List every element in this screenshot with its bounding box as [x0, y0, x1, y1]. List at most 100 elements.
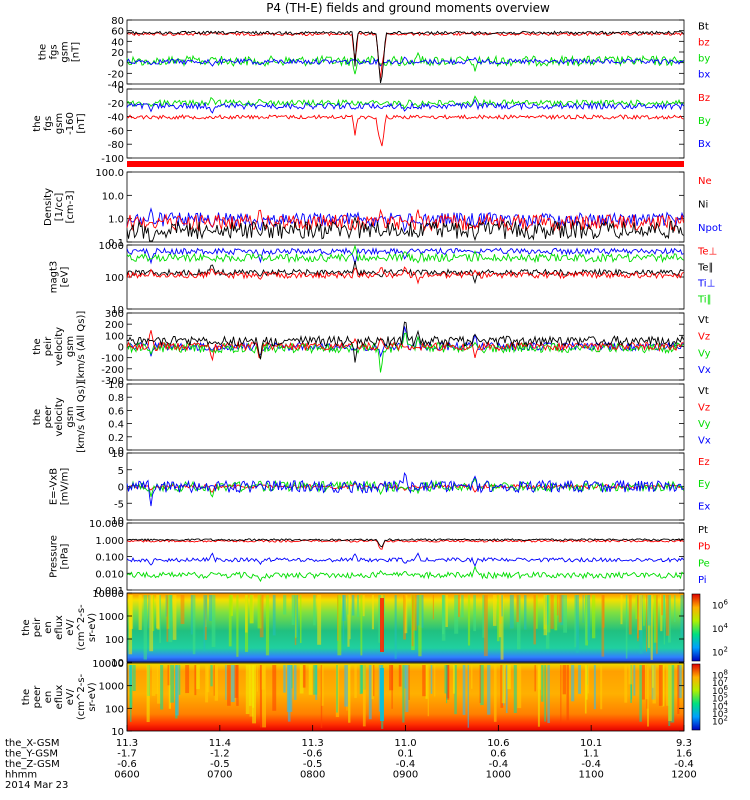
x-tick-label: -0.5: [210, 759, 230, 770]
y-axis-label: sr-eV): [87, 682, 98, 711]
spectrogram-streak: [360, 665, 363, 693]
spectrogram-streak: [462, 665, 466, 715]
y-tick-label: 200: [105, 320, 124, 331]
spectrogram-streak: [360, 595, 363, 656]
spectrogram-streak: [259, 595, 264, 638]
spectrogram-streak: [349, 595, 351, 640]
y-axis-label: [eV]: [60, 267, 71, 288]
spectrogram-streak: [593, 665, 596, 710]
spectrogram-streak: [646, 595, 648, 652]
spectrogram-streak: [482, 595, 486, 638]
spectrogram-streak: [236, 595, 239, 657]
spectrogram-streak: [444, 665, 448, 694]
y-tick-label: 0: [118, 85, 124, 96]
y-tick-label: 10: [111, 658, 124, 669]
spectrogram-streak: [425, 665, 428, 699]
x-tick-label: 11.3: [302, 738, 324, 749]
spectrogram-streak: [563, 595, 567, 633]
y-tick-label: -300: [101, 376, 124, 387]
spectrogram-streak: [498, 595, 502, 638]
series-line: [126, 30, 684, 84]
spectrogram-streak: [493, 665, 497, 722]
legend-by: By: [698, 116, 711, 127]
y-axis-label: eV/: [65, 688, 76, 705]
spectrogram-streak: [643, 595, 645, 626]
date-label: 2014 Mar 23: [5, 780, 68, 791]
y-axis-label: peir: [32, 617, 43, 637]
spectrogram-streak: [252, 665, 256, 724]
y-tick-label: 100: [105, 273, 124, 284]
spectrogram-streak: [663, 595, 665, 645]
series-line: [126, 208, 684, 232]
spectrogram-streak: [639, 665, 642, 722]
spectrogram-streak: [236, 665, 239, 706]
spectrogram-streak: [645, 665, 649, 700]
spectrogram-streak: [628, 595, 632, 635]
spectrogram-streak: [601, 595, 605, 657]
spectrogram-streak: [452, 665, 455, 694]
legend-ti⊥: Ti⊥: [697, 279, 715, 290]
spectrogram-streak: [445, 595, 448, 628]
spectrogram-streak: [652, 665, 656, 704]
y-axis-label: (cm^2-s-: [76, 604, 87, 651]
legend-bx: bx: [698, 70, 710, 81]
spectrogram-streak: [661, 595, 664, 616]
y-tick-label: -40: [108, 113, 124, 124]
y-tick-label: 0: [118, 343, 124, 354]
spectrogram-streak: [175, 665, 179, 716]
series-line: [126, 472, 684, 507]
y-tick-label: 0.0: [108, 446, 124, 457]
spectrogram-streak: [160, 665, 164, 710]
series-line: [126, 207, 684, 233]
x-tick-label: 10.1: [580, 738, 602, 749]
spectrogram-streak: [168, 665, 171, 709]
flag-bar: [127, 161, 684, 167]
y-tick-label: -10: [108, 516, 124, 527]
spectrogram-streak: [245, 595, 248, 633]
y-tick-label: 40: [111, 37, 124, 48]
x-tick-label: 9.3: [676, 738, 692, 749]
panel-frame: [126, 171, 685, 243]
y-axis-label: Density: [43, 188, 54, 226]
panel-fgs-gsm-dsl: 0 -20 -40 -60 -80 -100 the fgs gsm -160 [nT] Bz By Bx: [32, 85, 711, 165]
y-axis-label: (cm^2-s-: [76, 673, 87, 720]
legend-vz: Vz: [698, 332, 710, 343]
x-tick-label: 0.6: [490, 749, 506, 760]
spectrogram-streak: [157, 595, 160, 630]
series-line: [126, 552, 684, 568]
spectrogram-streak: [422, 665, 426, 697]
spectrogram-streak: [587, 595, 591, 641]
spectrogram-streak: [637, 595, 639, 639]
spectrogram-streak: [348, 665, 351, 723]
y-tick-label: 10000: [92, 659, 124, 670]
spectrogram-streak: [321, 665, 324, 706]
spectrogram-streak: [652, 665, 654, 688]
spectrogram-streak: [509, 595, 514, 629]
x-row-label: the_X-GSM: [5, 738, 59, 749]
y-axis-label: [nT]: [76, 113, 87, 133]
panel-pressure: 10.000 1.000 0.100 0.010 0.001 Pressure [nPa] P…: [49, 519, 711, 597]
panel-frame: [126, 244, 685, 310]
panel-frame: [126, 88, 685, 159]
spectrogram-streak: [517, 665, 522, 709]
spectrogram-streak: [228, 595, 232, 647]
spectrogram-streak: [169, 595, 173, 620]
spectrogram-streak: [584, 665, 587, 714]
spectrogram-streak: [516, 595, 519, 623]
y-tick-label: 10: [111, 449, 124, 460]
spectrogram-streak: [534, 665, 536, 692]
spectrogram-streak: [658, 665, 663, 706]
spectrogram-streak: [471, 665, 473, 689]
spectrogram-streak: [582, 595, 584, 623]
spectrogram-streak: [501, 595, 503, 617]
legend-pb: Pb: [698, 542, 710, 553]
spectrogram-streak: [230, 665, 235, 703]
panel-peir-spectrogram: 106 104 102 10000 1000 100 10 the peir en eflux eV/…: [21, 589, 728, 669]
spectrogram-streak: [152, 595, 155, 632]
spectrogram-streak: [249, 595, 253, 624]
spectrogram-streak: [151, 665, 156, 696]
plot-title: P4 (TH-E) fields and ground moments over…: [266, 1, 550, 15]
spectrogram-streak: [543, 595, 547, 636]
